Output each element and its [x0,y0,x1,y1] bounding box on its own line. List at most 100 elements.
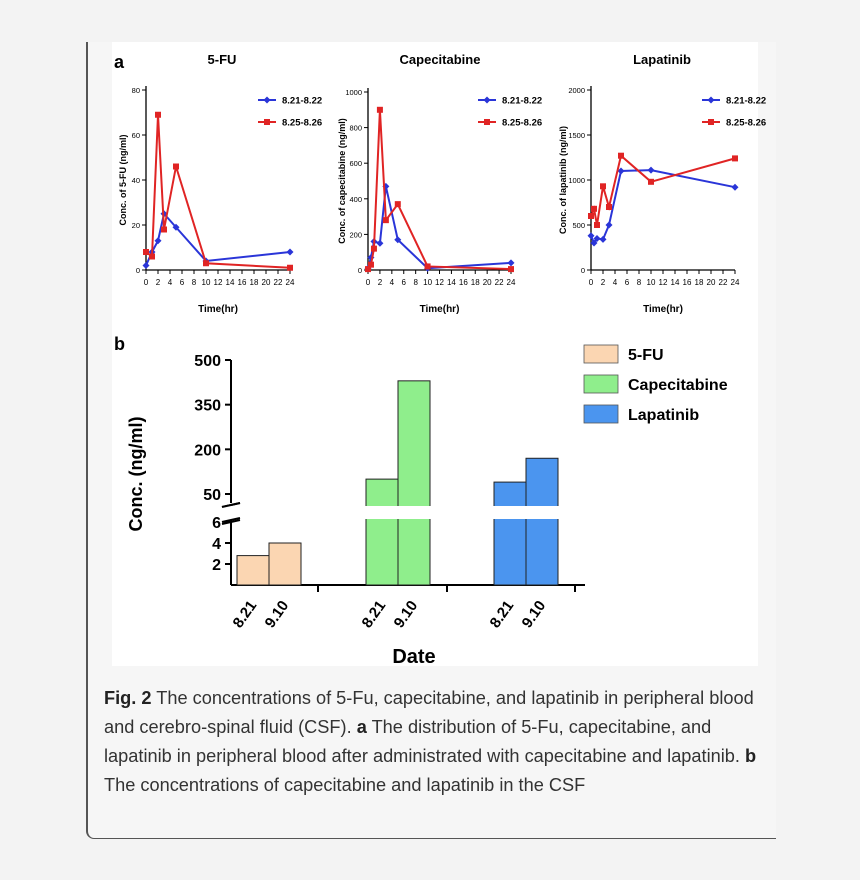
data-point-1 [424,263,431,270]
data-point-1 [588,213,594,219]
x-tick-label: 20 [707,278,716,287]
x-tick-label: 8.21 [359,598,390,632]
data-point-0 [507,259,515,267]
data-point-1 [606,204,612,210]
x-tick-label: 8.21 [230,598,261,632]
legend-marker-0 [707,96,715,104]
caption-text-1: The concentrations of 5-Fu, capecitabine… [104,688,754,737]
x-tick-label: 24 [507,278,516,287]
data-point-1 [600,183,606,190]
y-tick-label: 350 [194,398,221,415]
bar-2-1 [525,457,559,586]
x-tick-label: 12 [659,278,668,287]
caption-text-3: The concentrations of capecitabine and l… [104,775,586,795]
x-tick-label: 0 [589,278,594,287]
x-axis-label: Time(hr) [643,304,683,315]
data-point-1 [591,205,597,212]
caption-bold-a: a [356,717,367,737]
figure-area [112,42,758,666]
x-tick-label: 8 [637,278,642,287]
x-tick-label: 10 [647,278,656,287]
x-tick-label: 2 [156,278,161,287]
data-point-1 [732,155,738,162]
x-tick-label: 20 [483,278,492,287]
legend-label-1: 8.25-8.26 [282,118,322,129]
legend-label-0: 5-FU [628,347,664,364]
data-point-0 [172,223,180,231]
data-point-1 [287,264,293,271]
chart-title: 5-FU [208,52,237,67]
x-tick-label: 8 [192,278,197,287]
data-point-1 [367,261,374,268]
data-point-0 [286,248,294,256]
y-tick-label: 600 [349,159,362,168]
bar-1-0 [365,478,399,586]
y-tick-label: 50 [203,487,221,504]
figure-caption: Fig. 2 The concentrations of 5-Fu, capec… [104,684,774,800]
x-tick-label: 18 [471,278,480,287]
x-tick-label: 6 [180,278,185,287]
x-axis-label: Time(hr) [420,304,460,315]
legend-label-0: 8.21-8.22 [726,96,766,107]
data-point-1 [161,226,167,233]
x-tick-label: 12 [435,278,444,287]
y-tick-label: 2000 [568,86,585,95]
y-tick-label: 1500 [568,131,585,140]
bar-1-1 [397,380,431,586]
x-tick-label: 10 [423,278,432,287]
caption-label: Fig. 2 [104,688,152,708]
y-tick-label: 0 [358,266,362,275]
legend-label-0: 8.21-8.22 [282,96,322,107]
legend-marker-0 [263,96,271,104]
data-point-1 [376,106,383,113]
bar-0-0 [236,555,270,586]
axis-break-gap [222,506,582,519]
data-point-0 [593,235,601,242]
x-tick-label: 9.10 [519,598,550,632]
x-tick-label: 22 [719,278,728,287]
x-tick-label: 18 [250,278,259,287]
x-axis-label: Time(hr) [198,304,238,315]
data-point-1 [143,249,149,255]
data-point-0 [154,237,162,245]
legend-marker-0 [483,96,491,104]
y-tick-label: 0 [136,266,140,275]
legend-swatch-2 [583,404,619,424]
data-point-1 [648,178,654,185]
x-axis-label: Date [392,646,435,668]
data-point-0 [587,232,595,240]
bar-0-1 [268,542,302,586]
legend-marker-1 [708,119,714,125]
x-tick-label: 16 [238,278,247,287]
y-tick-label: 1000 [568,176,585,185]
chart-title: Lapatinib [633,52,691,67]
y-tick-label: 40 [132,176,140,185]
data-point-1 [203,260,209,267]
caption-bold-b: b [745,746,757,766]
x-tick-label: 12 [214,278,223,287]
x-tick-label: 14 [671,278,680,287]
data-point-1 [594,222,600,228]
x-tick-label: 8 [413,278,418,287]
x-tick-label: 9.10 [391,598,422,632]
axis-break-mark [221,502,241,508]
data-point-1 [508,266,514,273]
x-tick-label: 22 [274,278,283,287]
data-point-1 [149,253,155,260]
x-tick-label: 24 [286,278,295,287]
y-tick-label: 6 [212,515,221,532]
x-tick-label: 0 [144,278,149,287]
series-line-1 [145,114,291,269]
x-tick-label: 14 [447,278,456,287]
legend-label-0: 8.21-8.22 [502,96,542,107]
legend-label-1: Capecitabine [628,377,728,394]
x-tick-label: 2 [378,278,383,287]
series-line-1 [590,153,736,226]
x-tick-label: 24 [731,278,740,287]
data-point-0 [142,262,150,269]
series-line-0 [145,211,291,266]
x-tick-label: 2 [601,278,606,287]
series-line-0 [590,169,736,246]
